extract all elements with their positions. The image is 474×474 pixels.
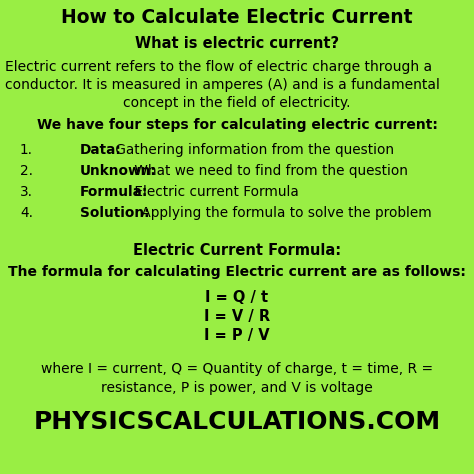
Text: Formula:: Formula: <box>80 185 148 199</box>
Text: Applying the formula to solve the problem: Applying the formula to solve the proble… <box>137 206 431 220</box>
Text: I = V / R: I = V / R <box>204 309 270 324</box>
Text: PHYSICSCALCULATIONS.COM: PHYSICSCALCULATIONS.COM <box>34 410 440 434</box>
Text: conductor. It is measured in amperes (A) and is a fundamental: conductor. It is measured in amperes (A)… <box>5 78 440 92</box>
Text: Electric current refers to the flow of electric charge through a: Electric current refers to the flow of e… <box>5 60 432 74</box>
Text: How to Calculate Electric Current: How to Calculate Electric Current <box>61 8 413 27</box>
Text: concept in the field of electricity.: concept in the field of electricity. <box>123 96 351 110</box>
Text: Electric Current Formula:: Electric Current Formula: <box>133 243 341 258</box>
Text: What we need to find from the question: What we need to find from the question <box>130 164 409 178</box>
Text: Solution:: Solution: <box>80 206 149 220</box>
Text: 4.: 4. <box>20 206 33 220</box>
Text: We have four steps for calculating electric current:: We have four steps for calculating elect… <box>36 118 438 132</box>
Text: 1.: 1. <box>20 143 33 157</box>
Text: resistance, P is power, and V is voltage: resistance, P is power, and V is voltage <box>101 381 373 395</box>
Text: Data:: Data: <box>80 143 122 157</box>
Text: Unknown:: Unknown: <box>80 164 157 178</box>
Text: where I = current, Q = Quantity of charge, t = time, R =: where I = current, Q = Quantity of charg… <box>41 362 433 376</box>
Text: I = Q / t: I = Q / t <box>205 290 269 305</box>
Text: What is electric current?: What is electric current? <box>135 36 339 51</box>
Text: I = P / V: I = P / V <box>204 328 270 343</box>
Text: The formula for calculating Electric current are as follows:: The formula for calculating Electric cur… <box>8 265 466 279</box>
Text: 3.: 3. <box>20 185 33 199</box>
Text: 2.: 2. <box>20 164 33 178</box>
Text: Electric current Formula: Electric current Formula <box>130 185 299 199</box>
Text: Gathering information from the question: Gathering information from the question <box>111 143 395 157</box>
